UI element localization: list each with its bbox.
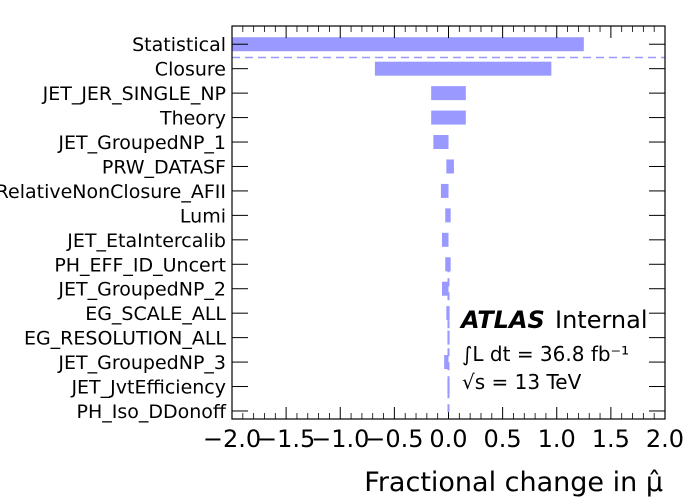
x-tick-label: −2.0 — [203, 425, 261, 453]
category-label: JET_GroupedNP_3 — [57, 352, 226, 374]
category-label: PH_EFF_ID_Uncert — [54, 254, 226, 276]
bars-group — [232, 37, 584, 394]
bar-theory — [431, 110, 466, 125]
experiment-annotation: ATLAS Internal ∫L dt = 36.8 fb⁻¹ √s = 13… — [459, 306, 648, 394]
category-label: JET_JER_SINGLE_NP — [42, 83, 226, 105]
x-tick-label: 0.5 — [484, 425, 522, 453]
x-tick-label: 0.0 — [429, 425, 467, 453]
category-label: PH_Iso_DDonoff — [76, 401, 226, 423]
category-label: RelativeNonClosure_AFII — [0, 181, 226, 203]
category-label: JET_GroupedNP_2 — [57, 279, 226, 301]
category-label: EG_SCALE_ALL — [85, 303, 226, 325]
bar-jet-groupednp-3 — [444, 355, 449, 370]
category-label: Statistical — [132, 34, 226, 56]
x-tick-label: −1.0 — [311, 425, 369, 453]
bar-jet-groupednp-2 — [442, 281, 449, 296]
x-tick-label: −0.5 — [365, 425, 423, 453]
category-label: JET_JvtEfficiency — [70, 377, 226, 399]
category-label: Closure — [155, 59, 226, 81]
plot-frame — [231, 25, 666, 420]
x-tick-label: 1.0 — [538, 425, 576, 453]
category-label: JET_EtaIntercalib — [66, 230, 226, 252]
bar-jet-jvtefficiency — [447, 379, 450, 394]
x-tick-label: −1.5 — [257, 425, 315, 453]
category-label: Theory — [159, 108, 226, 130]
category-label: EG_RESOLUTION_ALL — [24, 328, 226, 350]
x-ticks-group: −2.0−1.5−1.0−0.5 0.0 0.5 1.0 1.5 2.0 — [203, 26, 684, 453]
x-tick-label: 2.0 — [646, 425, 684, 453]
bar-statistical — [232, 37, 584, 52]
x-tick-label: 1.5 — [592, 425, 630, 453]
luminosity-label: ∫L dt = 36.8 fb⁻¹ — [462, 342, 629, 366]
y-ticks-group — [232, 43, 665, 412]
category-label: Lumi — [180, 205, 226, 227]
bar-jet-etaintercalib — [442, 232, 449, 247]
bar-closure — [374, 61, 552, 76]
bar-jet-jer-single-np — [431, 86, 466, 101]
experiment-label: ATLAS — [459, 306, 545, 334]
bar-prw-datasf — [446, 159, 454, 174]
bar-relativenonclosure-afii — [440, 183, 449, 198]
bar-lumi — [445, 208, 451, 223]
status-label: Internal — [555, 306, 648, 334]
bar-jet-groupednp-1 — [433, 135, 449, 150]
category-label: JET_GroupedNP_1 — [57, 132, 226, 154]
energy-label: √s = 13 TeV — [462, 370, 582, 394]
x-axis-label: Fractional change in μ̂ — [364, 467, 663, 498]
category-label: PRW_DATASF — [102, 156, 226, 178]
